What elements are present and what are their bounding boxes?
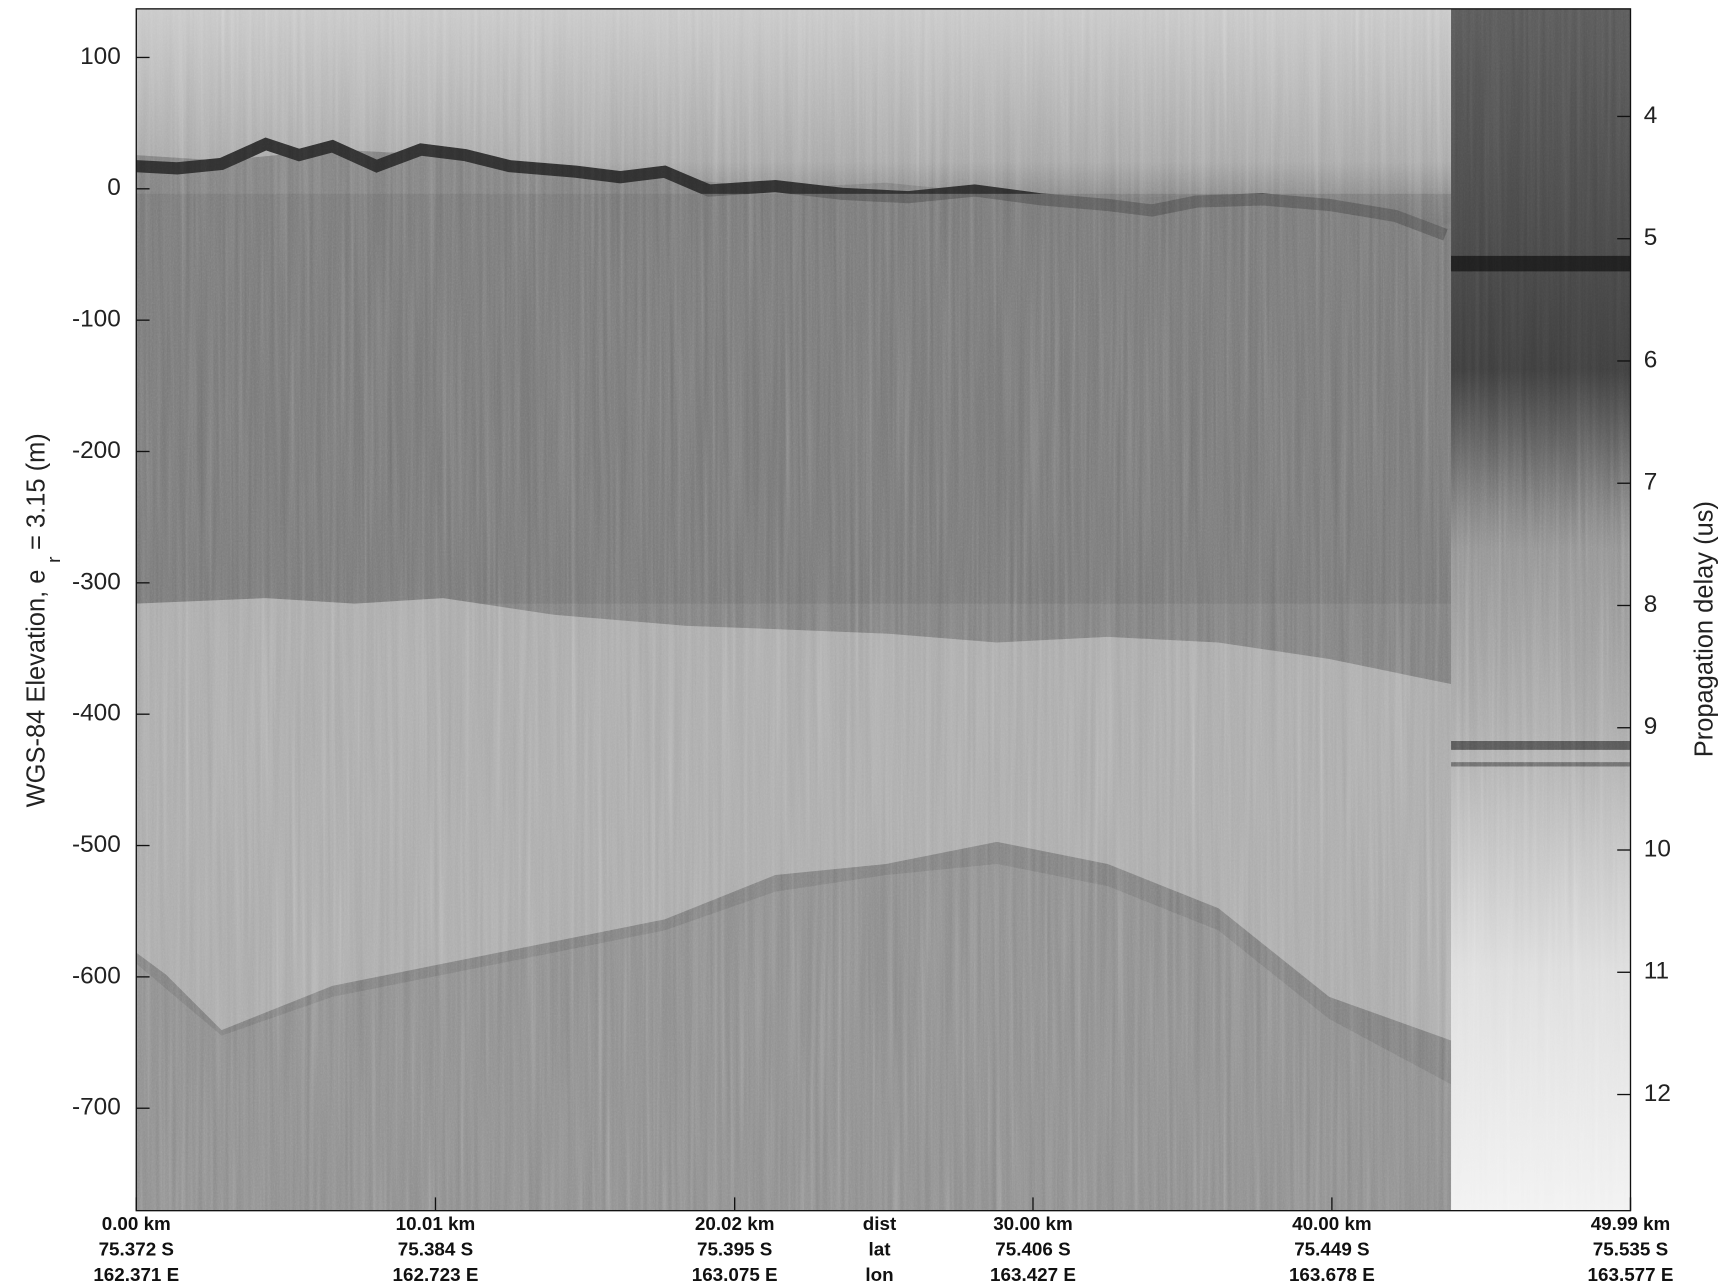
y2-tick-label: 4 <box>1644 102 1658 129</box>
y2-tick-label: 6 <box>1644 346 1658 373</box>
x-tick-lon: 162.723 E <box>393 1264 479 1284</box>
y-tick-label: 100 <box>80 43 121 70</box>
y-tick-label: -600 <box>72 962 121 989</box>
x-row-label: lat <box>869 1239 892 1260</box>
y-axis-label: WGS-84 Elevation, e r = 3.15 (m) <box>22 433 64 807</box>
x-tick-label: 0.00 km <box>102 1213 171 1234</box>
x-tick-label: 10.01 km <box>396 1213 476 1234</box>
x-row-label: dist <box>863 1213 897 1234</box>
y2-tick-label: 12 <box>1644 1080 1671 1107</box>
y-label-suffix: = 3.15 (m) <box>22 433 50 550</box>
y-tick-label: -300 <box>72 568 121 595</box>
x-tick-lon: 163.427 E <box>990 1264 1076 1284</box>
x-tick-label: 20.02 km <box>695 1213 775 1234</box>
x-tick-lat: 75.384 S <box>398 1239 473 1260</box>
x-tick-lat: 75.395 S <box>697 1239 772 1260</box>
y2-tick-label: 8 <box>1644 591 1658 618</box>
x-tick-label: 40.00 km <box>1292 1213 1372 1234</box>
x-tick-lat: 75.406 S <box>995 1239 1070 1260</box>
y-tick-label: 0 <box>107 174 121 201</box>
x-tick-label: 30.00 km <box>993 1213 1073 1234</box>
y2-tick-label: 7 <box>1644 469 1658 496</box>
y-tick-label: -400 <box>72 700 121 727</box>
x-tick-lon: 162.371 E <box>93 1264 179 1284</box>
y-label-subscript: r <box>43 557 64 563</box>
x-tick-lon: 163.075 E <box>692 1264 778 1284</box>
x-tick-lat: 75.535 S <box>1593 1239 1668 1260</box>
y2-axis-label: Propagation delay (us) <box>1690 501 1718 757</box>
x-tick-lon: 163.577 E <box>1588 1264 1674 1284</box>
x-tick-lat: 75.372 S <box>99 1239 174 1260</box>
x-tick-lon: 163.678 E <box>1289 1264 1375 1284</box>
y-tick-label: -200 <box>72 437 121 464</box>
y2-tick-label: 10 <box>1644 835 1671 862</box>
y-label-text: WGS-84 Elevation, e <box>22 570 50 808</box>
x-tick-label: 49.99 km <box>1591 1213 1671 1234</box>
y-tick-label: -100 <box>72 306 121 333</box>
y2-tick-label: 9 <box>1644 713 1658 740</box>
y2-tick-label: 11 <box>1644 958 1669 985</box>
x-row-label: lon <box>865 1264 893 1284</box>
y-tick-label: -700 <box>72 1094 121 1121</box>
x-tick-lat: 75.449 S <box>1294 1239 1369 1260</box>
y2-tick-label: 5 <box>1644 224 1658 251</box>
y-tick-label: -500 <box>72 831 121 858</box>
echogram <box>136 8 1631 1211</box>
plot-frame <box>135 8 1632 1212</box>
